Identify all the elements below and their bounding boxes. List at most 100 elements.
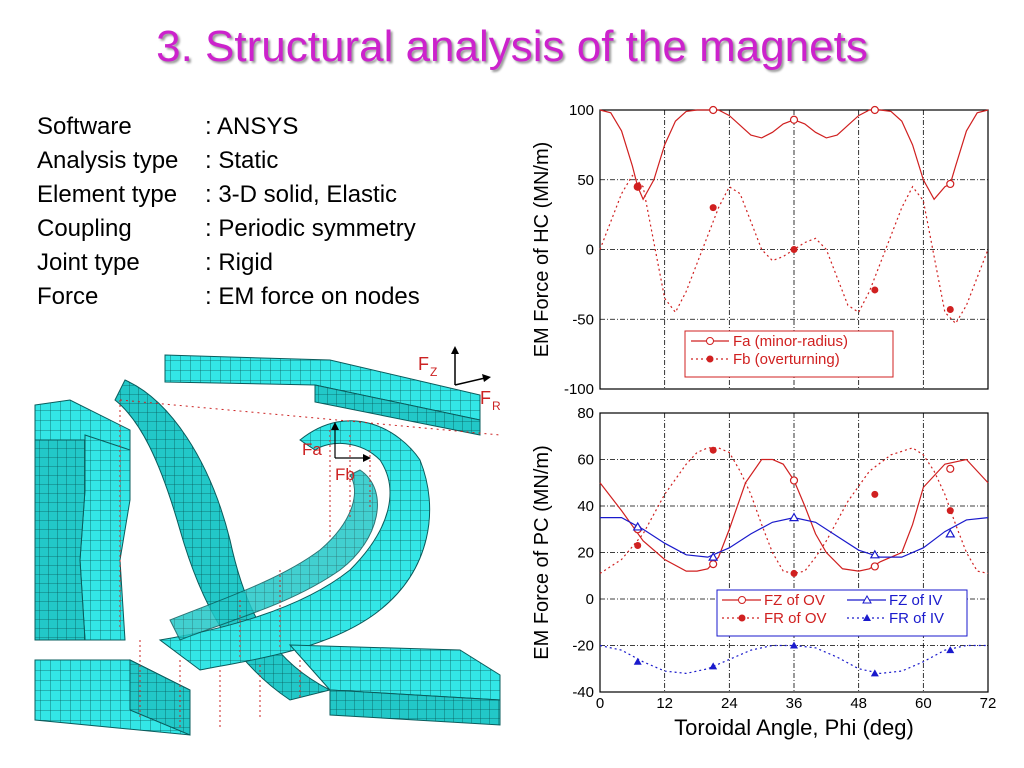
x-tick-label: 12: [656, 695, 673, 712]
series-line: [599, 458, 989, 572]
data-point: [870, 105, 879, 115]
series-line: [599, 174, 989, 325]
spec-row: Software : ANSYS: [37, 110, 420, 144]
legend-marker: [706, 337, 714, 345]
data-point: [709, 560, 718, 569]
y-tick-label: 20: [577, 545, 594, 562]
y-tick-label: -20: [572, 638, 594, 655]
data-point: [871, 286, 879, 294]
helical-coil: [114, 379, 431, 701]
data-point: [946, 305, 954, 313]
x-tick-label: 72: [980, 695, 997, 712]
spec-key: Coupling: [37, 215, 132, 242]
spec-row: Coupling : Periodic symmetry: [37, 212, 420, 246]
analysis-spec-list: Software : ANSYS Analysis type : Static El…: [37, 110, 420, 314]
em-force-charts: 100 50 0 -50 -100 EM Force of HC (MN/m) Fa (mi…: [531, 102, 997, 740]
fr-label: F: [480, 388, 491, 408]
spec-key: Element type: [37, 181, 178, 208]
x-tick-label: 24: [721, 695, 738, 712]
x-axis-label: Toroidal Angle, Phi (deg): [674, 715, 914, 740]
legend-label: FR of IV: [889, 610, 944, 627]
spec-key: Joint type: [37, 249, 140, 276]
top-coil-block: [164, 354, 481, 436]
data-point: [789, 476, 799, 485]
legend-box: [716, 589, 968, 637]
data-point: [870, 562, 879, 571]
y-axis-label: EM Force of HC (MN/m): [531, 142, 553, 358]
slide-title: 3. Structural analysis of the magnets: [156, 22, 868, 71]
legend-box: [684, 330, 894, 378]
spec-key: Analysis type: [37, 147, 179, 174]
data-point: [709, 446, 717, 454]
legend-label: Fb (overturning): [733, 351, 840, 368]
data-point: [634, 183, 642, 191]
data-point: [946, 507, 954, 515]
data-point: [946, 464, 955, 473]
data-point: [869, 549, 880, 559]
plot-frame: [599, 412, 989, 693]
data-point: [946, 646, 955, 654]
y-tick-label: 100: [569, 102, 594, 119]
legend-label: FZ of OV: [764, 592, 825, 609]
left-coil-column: [34, 399, 131, 641]
x-tick-label: 60: [915, 695, 932, 712]
spec-row: Element type : 3-D solid, Elastic: [37, 178, 420, 212]
data-point: [790, 569, 798, 577]
legend-label: FR of OV: [764, 610, 827, 627]
data-point: [871, 490, 879, 498]
y-tick-label: -50: [572, 311, 594, 328]
fr-label-sub: R: [492, 399, 501, 413]
spec-row: Joint type : Rigid: [37, 246, 420, 280]
y-tick-label: 50: [577, 172, 594, 189]
spec-value: : Static: [205, 147, 279, 174]
legend-label: FZ of IV: [889, 592, 942, 609]
legend-marker: [706, 355, 714, 363]
data-point: [790, 246, 798, 253]
local-force-arrows: Fa Fb: [302, 422, 371, 484]
data-point: [708, 551, 719, 561]
data-point: [709, 105, 718, 115]
fz-label: F: [418, 354, 429, 374]
data-point: [709, 204, 717, 212]
legend-label: Fa (minor-radius): [733, 333, 848, 350]
data-point: [946, 179, 955, 189]
coordinate-axes: F Z F R: [418, 346, 501, 413]
fa-label: Fa: [302, 440, 322, 459]
spec-value: : Rigid: [205, 249, 274, 276]
fz-label-sub: Z: [430, 365, 437, 379]
data-point: [634, 542, 642, 550]
series-line: [599, 644, 988, 675]
spec-value: : Periodic symmetry: [205, 215, 416, 242]
legend-marker: [738, 596, 746, 604]
y-tick-label: 0: [586, 242, 594, 259]
data-point: [709, 662, 718, 670]
fem-mesh-figure: F Z F R Fa Fb: [34, 346, 501, 736]
data-point: [633, 657, 642, 665]
data-point: [790, 641, 798, 649]
y-tick-label: -40: [572, 684, 594, 701]
fb-label: Fb: [335, 465, 355, 484]
y-tick-label: 40: [577, 498, 594, 515]
y-axis-label: EM Force of PC (MN/m): [531, 445, 553, 659]
spec-value: : 3-D solid, Elastic: [205, 181, 398, 208]
x-tick-label: 0: [596, 695, 604, 712]
series-line: [599, 447, 989, 575]
y-tick-label: 0: [586, 591, 594, 608]
spec-row: Force: EM force on nodes: [37, 280, 420, 314]
data-point: [632, 521, 643, 531]
legend-marker: [863, 614, 871, 621]
legend-marker: [738, 614, 746, 622]
data-point: [788, 512, 800, 522]
spec-row: Analysis type : Static: [37, 144, 420, 178]
legend-marker: [862, 594, 872, 604]
data-point: [870, 669, 879, 677]
spec-value: : ANSYS: [205, 113, 299, 140]
y-tick-label: 60: [577, 452, 594, 469]
data-point: [945, 528, 956, 538]
bottom-coil-blocks: [34, 644, 501, 736]
x-tick-label: 36: [786, 695, 803, 712]
spec-key: Software: [37, 113, 132, 140]
y-tick-label: 80: [577, 405, 594, 422]
x-tick-label: 48: [850, 695, 867, 712]
spec-value: : EM force on nodes: [205, 283, 420, 310]
